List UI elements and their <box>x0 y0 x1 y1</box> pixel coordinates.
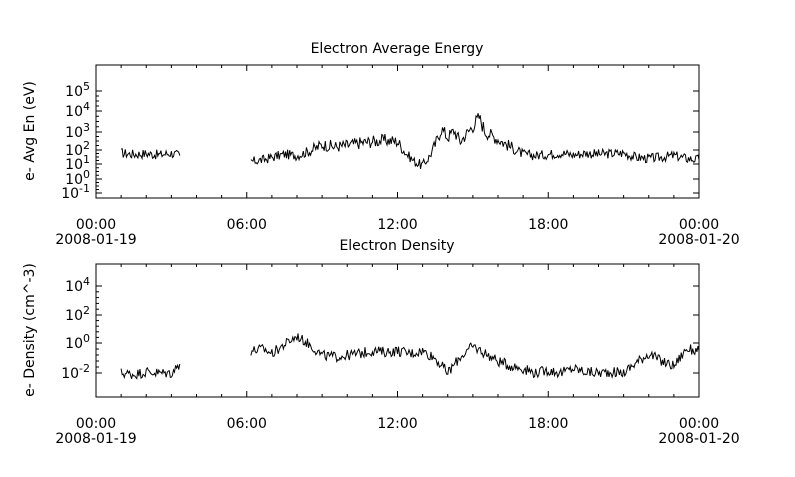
y-tick-label: 103 <box>65 121 90 141</box>
energy-panel: Electron Average Energy e- Avg En (eV) 1… <box>22 41 740 248</box>
x-tick-label: 06:00 <box>227 217 267 233</box>
x-tick-date-label: 2008-01-19 <box>55 431 136 447</box>
y-tick-label: 10-1 <box>61 182 90 202</box>
x-tick-label: 12:00 <box>377 217 417 233</box>
energy-chart-title: Electron Average Energy <box>311 41 484 57</box>
x-tick-date-label: 2008-01-19 <box>55 232 136 248</box>
series-line <box>250 333 700 379</box>
density-series <box>120 333 700 380</box>
density-plot-frame <box>95 263 700 398</box>
y-tick-label: 105 <box>65 80 90 100</box>
energy-series <box>120 113 700 169</box>
energy-y-axis-label: e- Avg En (eV) <box>22 81 38 181</box>
x-tick-label: 18:00 <box>528 217 568 233</box>
series-line <box>250 113 700 169</box>
density-panel: Electron Density e- Density (cm^-3) 10-2… <box>22 238 740 447</box>
energy-axis-ticks <box>95 65 700 198</box>
y-tick-label: 104 <box>65 100 90 120</box>
density-chart-title: Electron Density <box>339 238 454 254</box>
y-tick-label: 102 <box>65 304 90 324</box>
y-tick-label: 100 <box>65 168 90 188</box>
density-axis-ticks <box>95 264 700 397</box>
y-tick-label: 102 <box>65 139 90 159</box>
y-tick-label: 10-2 <box>61 362 90 382</box>
x-tick-label: 00:00 <box>679 217 719 233</box>
x-tick-label: 00:00 <box>679 416 719 432</box>
x-tick-label: 18:00 <box>528 416 568 432</box>
series-line <box>120 148 181 161</box>
y-tick-label: 100 <box>65 332 90 352</box>
series-line <box>120 363 181 380</box>
energy-plot-frame <box>95 64 700 199</box>
x-tick-label: 06:00 <box>227 416 267 432</box>
density-y-tick-labels: 10-2 100 102 104 <box>61 275 90 382</box>
x-tick-label: 00:00 <box>76 217 116 233</box>
y-tick-label: 101 <box>65 153 90 173</box>
x-tick-date-label: 2008-01-20 <box>658 232 739 248</box>
x-tick-label: 00:00 <box>76 416 116 432</box>
x-tick-label: 12:00 <box>377 416 417 432</box>
x-tick-date-label: 2008-01-20 <box>658 431 739 447</box>
density-y-axis-label: e- Density (cm^-3) <box>22 263 38 397</box>
y-tick-label: 104 <box>65 275 90 295</box>
